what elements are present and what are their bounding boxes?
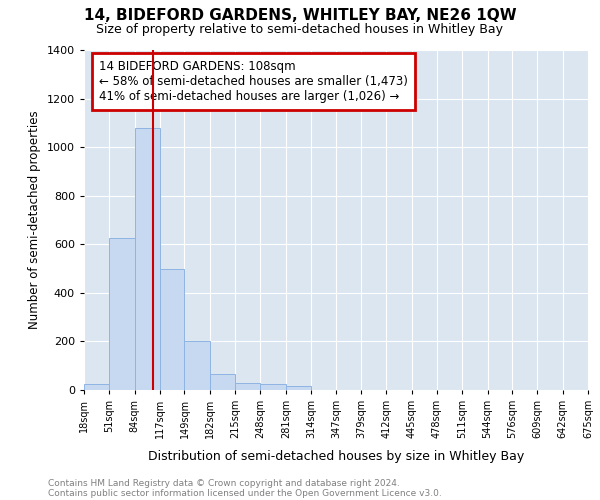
Y-axis label: Number of semi-detached properties: Number of semi-detached properties: [28, 110, 41, 330]
Bar: [260, 384, 286, 390]
Bar: [286, 386, 311, 390]
Bar: [235, 382, 260, 390]
Text: 14 BIDEFORD GARDENS: 108sqm
← 58% of semi-detached houses are smaller (1,473)
41: 14 BIDEFORD GARDENS: 108sqm ← 58% of sem…: [99, 60, 408, 103]
Bar: [210, 374, 235, 390]
X-axis label: Distribution of semi-detached houses by size in Whitley Bay: Distribution of semi-detached houses by …: [148, 450, 524, 462]
Bar: [184, 342, 210, 390]
Bar: [84, 384, 109, 390]
Text: 14, BIDEFORD GARDENS, WHITLEY BAY, NE26 1QW: 14, BIDEFORD GARDENS, WHITLEY BAY, NE26 …: [83, 8, 517, 22]
Bar: [109, 238, 134, 390]
Text: Contains HM Land Registry data © Crown copyright and database right 2024.: Contains HM Land Registry data © Crown c…: [48, 478, 400, 488]
Text: Contains public sector information licensed under the Open Government Licence v3: Contains public sector information licen…: [48, 488, 442, 498]
Bar: [134, 128, 160, 390]
Text: Size of property relative to semi-detached houses in Whitley Bay: Size of property relative to semi-detach…: [97, 22, 503, 36]
Bar: [160, 268, 184, 390]
